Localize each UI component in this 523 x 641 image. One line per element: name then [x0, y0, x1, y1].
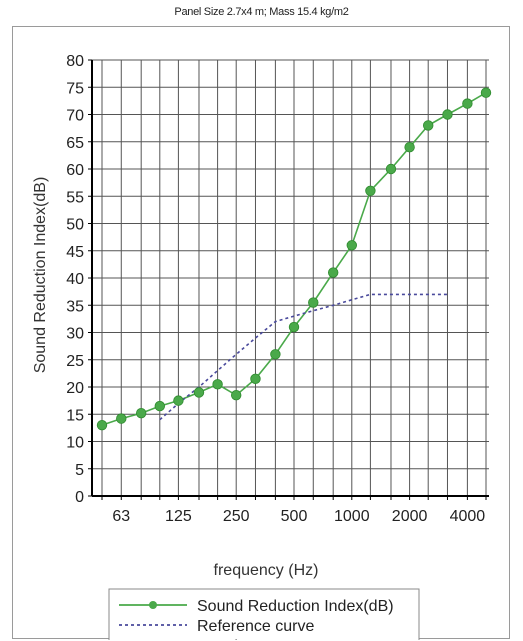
- data-point: [231, 389, 242, 401]
- data-point: [250, 373, 261, 385]
- x-tick-label: 2000: [392, 508, 428, 525]
- x-tick-label: 125: [165, 508, 192, 525]
- y-tick-label: 35: [66, 298, 84, 315]
- y-tick-label: 20: [66, 380, 84, 397]
- y-tick-label: 75: [66, 80, 84, 97]
- y-tick-label: 65: [66, 135, 84, 152]
- data-point: [288, 321, 300, 333]
- data-point: [480, 87, 492, 98]
- data-point: [327, 267, 339, 278]
- x-axis-ticks: 63 125 250 500 1000 2000 4000: [101, 496, 487, 525]
- y-tick-label: 45: [66, 244, 84, 261]
- x-tick-label: 63: [112, 508, 130, 525]
- data-point: [96, 419, 108, 431]
- data-point: [270, 349, 281, 360]
- y-tick-label: 55: [66, 189, 84, 206]
- data-point: [212, 379, 223, 390]
- x-axis-label: frequency (Hz): [214, 562, 319, 579]
- x-tick-label: 4000: [450, 508, 486, 525]
- series-points: [96, 87, 492, 431]
- chart-frame: 0 5 10 15 20 25 30 35 40 45 50 55 60 65 70 75 80 63 125 25…: [12, 26, 510, 640]
- x-tick-label: 250: [223, 508, 250, 525]
- data-point: [365, 185, 376, 197]
- x-tick-label: 500: [281, 508, 308, 525]
- y-tick-label: 30: [66, 326, 84, 343]
- data-point: [193, 387, 205, 398]
- y-axis-ticks: 0 5 10 15 20 25 30 35 40 45 50 55 60 65 70 75 80: [66, 53, 92, 506]
- data-point: [442, 109, 453, 120]
- data-point: [116, 413, 127, 424]
- data-point: [462, 98, 473, 109]
- y-tick-label: 50: [66, 217, 84, 234]
- y-tick-label: 60: [66, 162, 84, 179]
- data-point: [385, 163, 397, 175]
- x-tick-label: 1000: [334, 508, 370, 525]
- legend-label-0: Sound Reduction Index(dB): [197, 598, 394, 615]
- data-point: [346, 240, 357, 251]
- y-tick-label: 40: [66, 271, 84, 288]
- data-point: [308, 297, 319, 308]
- y-tick-label: 0: [75, 489, 84, 506]
- y-tick-label: 25: [66, 353, 84, 370]
- legend-marker: [149, 601, 157, 609]
- y-tick-label: 15: [66, 407, 84, 424]
- legend-box: [108, 588, 420, 640]
- data-point: [135, 407, 147, 419]
- y-tick-label: 5: [75, 462, 84, 479]
- legend: Sound Reduction Index(dB) Reference curve…: [108, 588, 420, 640]
- y-tick-label: 80: [66, 53, 84, 70]
- chart-svg: 0 5 10 15 20 25 30 35 40 45 50 55 60 65 70 75 80 63 125 25…: [32, 53, 492, 640]
- data-point: [154, 400, 165, 412]
- y-tick-label: 70: [66, 108, 84, 125]
- data-point: [404, 141, 415, 153]
- y-tick-label: 10: [66, 435, 84, 452]
- data-point: [173, 395, 184, 406]
- y-axis-label: Sound Reduction Index(dB): [32, 177, 49, 374]
- legend-label-2: Panel 2: [197, 638, 251, 640]
- series-line-1: [159, 293, 448, 421]
- chart-title: Panel Size 2.7x4 m; Mass 15.4 kg/m2: [174, 6, 349, 18]
- data-point: [423, 120, 434, 131]
- legend-label-1: Reference curve: [197, 618, 314, 635]
